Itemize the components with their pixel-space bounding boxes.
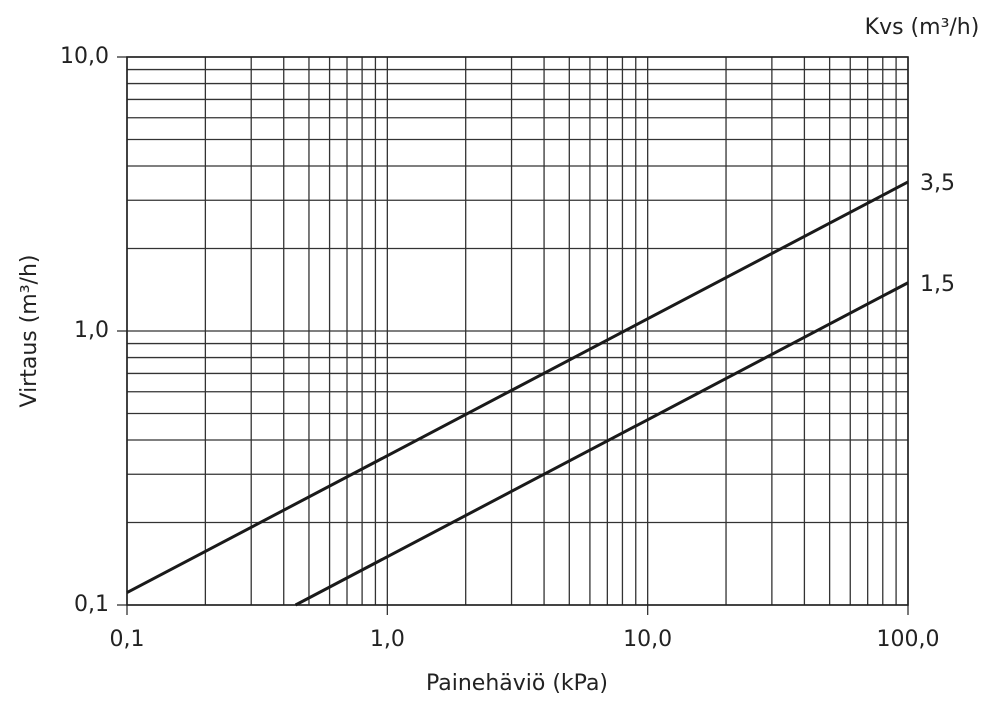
y-tick-label: 0,1 bbox=[74, 592, 109, 617]
x-tick-label: 10,0 bbox=[623, 627, 672, 652]
x-tick-label: 100,0 bbox=[877, 627, 940, 652]
y-tick-label: 10,0 bbox=[60, 44, 109, 69]
x-tick-label: 1,0 bbox=[370, 627, 405, 652]
series-label: 3,5 bbox=[920, 171, 955, 196]
y-axis-label: Virtaus (m³/h) bbox=[17, 254, 42, 407]
y-tick-label: 1,0 bbox=[74, 318, 109, 343]
series-label: 1,5 bbox=[920, 272, 955, 297]
series-line bbox=[294, 281, 909, 607]
legend-title: Kvs (m³/h) bbox=[865, 15, 980, 40]
x-tick-label: 0,1 bbox=[110, 627, 145, 652]
plot-frame bbox=[126, 56, 909, 606]
x-axis-label: Painehäviö (kPa) bbox=[426, 671, 608, 696]
series-line bbox=[126, 180, 909, 594]
